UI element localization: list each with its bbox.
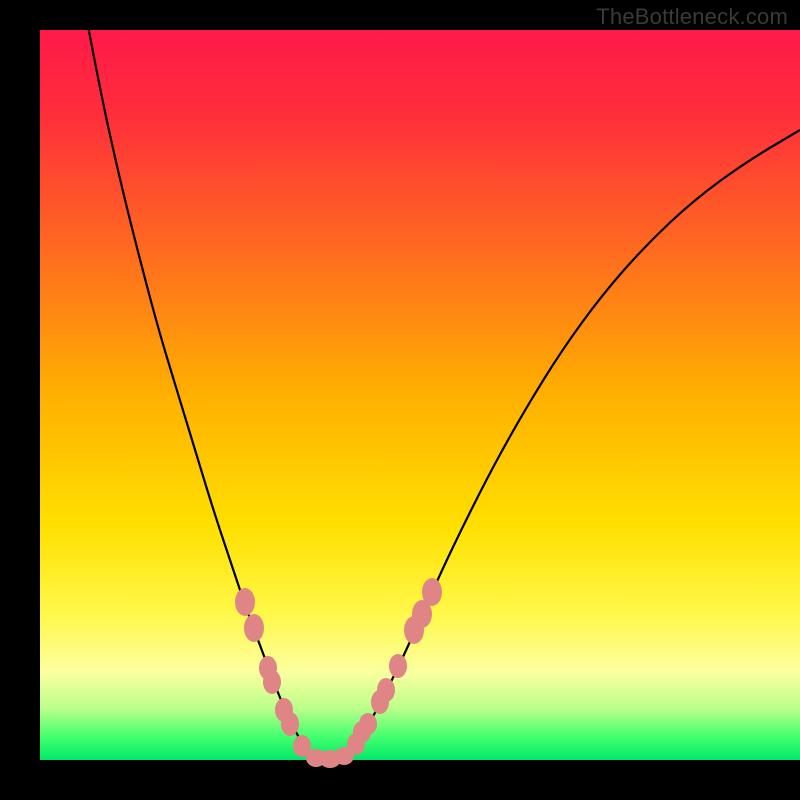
plot-background (40, 30, 800, 760)
data-marker (422, 578, 442, 606)
data-marker (244, 614, 264, 642)
data-marker (263, 670, 281, 694)
bottleneck-curve-chart (0, 0, 800, 800)
data-marker (389, 654, 407, 678)
data-marker (359, 713, 377, 735)
data-marker (235, 588, 255, 616)
watermark-text: TheBottleneck.com (596, 4, 788, 30)
data-marker (377, 678, 395, 702)
data-marker (281, 712, 299, 736)
